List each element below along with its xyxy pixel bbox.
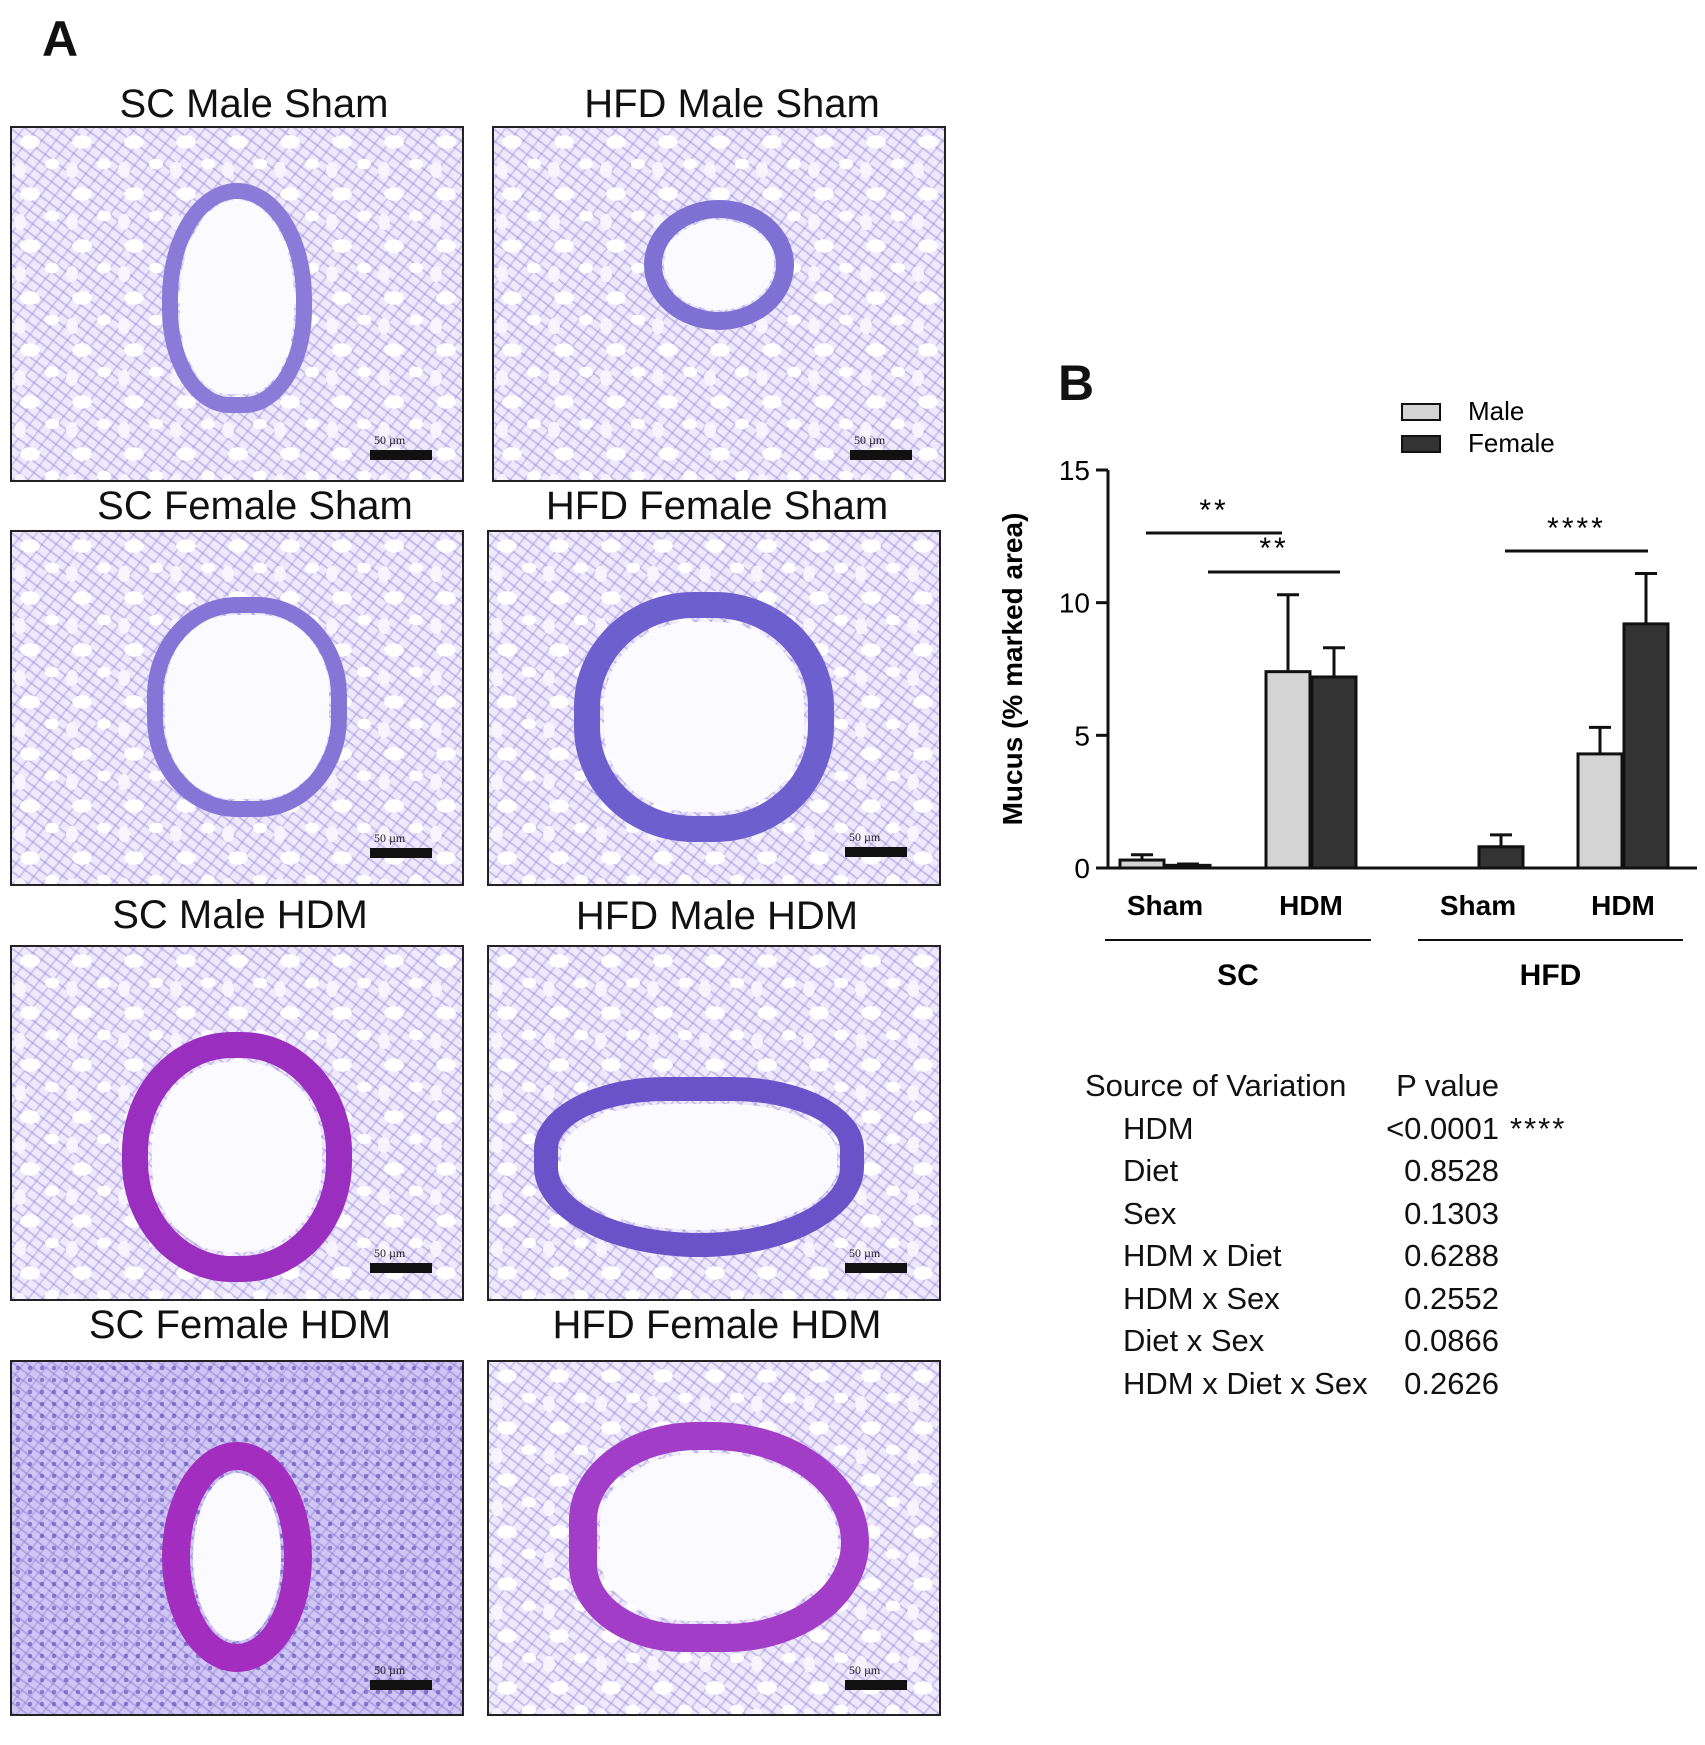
group-label: SC — [1217, 959, 1259, 992]
anova-row: Diet 0.8528 — [1085, 1150, 1499, 1193]
anova-header-source: Source of Variation — [1085, 1068, 1347, 1103]
caption-hfd-female-hdm: HFD Female HDM — [552, 1303, 882, 1347]
anova-p-value: 0.1303 — [1404, 1195, 1499, 1231]
micrograph-sc-male-sham: 50 µm — [10, 126, 464, 482]
x-tick-label: Sham — [1440, 890, 1516, 921]
significance-label: ** — [1199, 494, 1228, 527]
y-tick-label: 10 — [1059, 588, 1090, 619]
y-tick-label: 0 — [1074, 853, 1090, 884]
micrograph-sc-female-sham: 50 µm — [10, 530, 464, 886]
anova-source: Diet — [1123, 1153, 1179, 1188]
caption-hfd-male-hdm: HFD Male HDM — [575, 894, 859, 938]
micrograph-sc-male-hdm: 50 µm — [10, 945, 464, 1301]
anova-p-value: <0.0001 — [1386, 1110, 1499, 1146]
panel-a-label: A — [42, 11, 79, 67]
anova-row: HDM x Sex 0.2552 — [1085, 1278, 1499, 1321]
bar-male — [1576, 752, 1624, 870]
y-axis-label: Mucus (% marked area) — [997, 513, 1028, 826]
anova-source: Sex — [1123, 1195, 1177, 1231]
scale-label: 50 µm — [374, 433, 406, 447]
legend-swatch-female — [1401, 435, 1441, 453]
caption-hfd-female-sham: HFD Female Sham — [545, 484, 889, 528]
micrograph-hfd-male-sham: 50 µm — [492, 126, 946, 482]
bar-female — [1477, 845, 1525, 870]
anova-p-value: 0.6288 — [1404, 1238, 1499, 1273]
scale-label: 50 µm — [374, 1663, 406, 1677]
y-tick-label: 5 — [1074, 720, 1090, 751]
scale-label: 50 µm — [849, 830, 881, 844]
x-tick-label: HDM — [1591, 890, 1655, 921]
anova-header-row: Source of Variation P value — [1085, 1065, 1499, 1108]
anova-source: HDM x Sex — [1123, 1280, 1280, 1316]
anova-row: Diet x Sex 0.0866 — [1085, 1320, 1499, 1363]
scale-label: 50 µm — [374, 1246, 406, 1260]
y-tick-label: 15 — [1059, 455, 1090, 486]
x-tick-label: Sham — [1127, 890, 1203, 921]
anova-table: Source of Variation P value HDM <0.0001 **… — [1085, 1065, 1564, 1406]
anova-p-value: 0.2626 — [1404, 1365, 1499, 1401]
micrograph-hfd-female-sham: 50 µm — [487, 530, 941, 886]
scale-label: 50 µm — [374, 831, 406, 845]
anova-p-value: 0.8528 — [1404, 1153, 1499, 1188]
caption-sc-male-hdm: SC Male HDM — [112, 893, 368, 937]
bar-chart: 0 5 10 15 Mucus (% marked area) Sham HDM Sham HD… — [997, 396, 1697, 992]
micrograph-hfd-male-hdm: 50 µm — [487, 945, 941, 1301]
bar-female — [1622, 622, 1670, 870]
caption-sc-male-sham: SC Male Sham — [119, 82, 389, 126]
bar-male — [1264, 670, 1312, 870]
legend-label-female: Female — [1468, 428, 1555, 458]
caption-hfd-male-sham: HFD Male Sham — [584, 82, 880, 126]
anova-row: HDM x Diet 0.6288 — [1085, 1235, 1499, 1278]
significance-label: **** — [1547, 512, 1606, 545]
bar-male — [1118, 858, 1166, 870]
anova-p-value: 0.2552 — [1404, 1280, 1499, 1316]
significance-label: ** — [1259, 532, 1288, 565]
anova-source: HDM x Diet — [1123, 1238, 1282, 1273]
bar-female — [1164, 863, 1212, 870]
x-tick-label: HDM — [1279, 890, 1343, 921]
micrograph-sc-female-hdm: 50 µm — [10, 1360, 464, 1716]
caption-sc-female-sham: SC Female Sham — [97, 484, 413, 528]
scale-label: 50 µm — [849, 1663, 881, 1677]
anova-row: HDM <0.0001 **** — [1085, 1108, 1564, 1151]
anova-source: HDM — [1123, 1110, 1194, 1146]
micrograph-hfd-female-hdm: 50 µm — [487, 1360, 941, 1716]
anova-header-p: P value — [1396, 1068, 1499, 1103]
legend-label-male: Male — [1468, 396, 1524, 426]
scale-label: 50 µm — [849, 1246, 881, 1260]
anova-source: Diet x Sex — [1123, 1323, 1265, 1358]
panel-b-label: B — [1058, 355, 1095, 411]
anova-significance: **** — [1510, 1110, 1567, 1146]
legend-swatch-male — [1401, 403, 1441, 421]
anova-row: Sex 0.1303 — [1085, 1193, 1499, 1236]
bar-female — [1310, 675, 1358, 870]
anova-source: HDM x Diet x Sex — [1123, 1365, 1368, 1401]
anova-p-value: 0.0866 — [1404, 1323, 1499, 1358]
anova-row: HDM x Diet x Sex 0.2626 — [1085, 1363, 1499, 1406]
scale-label: 50 µm — [854, 433, 886, 447]
caption-sc-female-hdm: SC Female HDM — [88, 1303, 392, 1347]
group-label: HFD — [1520, 959, 1582, 992]
